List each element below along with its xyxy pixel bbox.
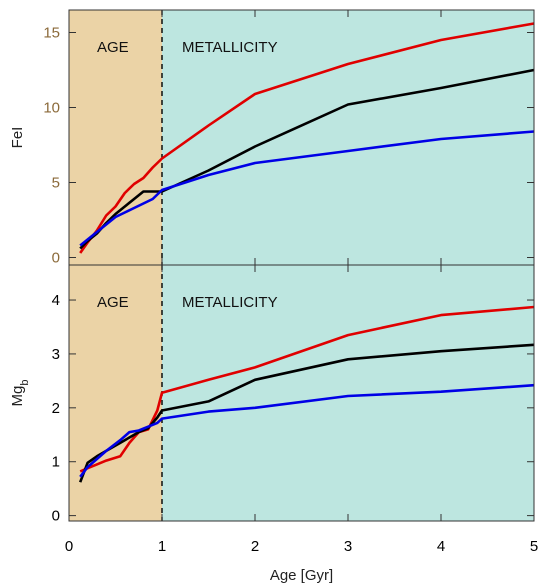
series-line-blue — [79, 383, 535, 478]
x-tick-label: 3 — [344, 538, 352, 555]
x-tick-label: 2 — [251, 538, 259, 555]
x-tick-label: 4 — [437, 538, 445, 555]
region-age-label: AGE — [97, 39, 129, 56]
region-age-band — [69, 265, 162, 521]
feI-panel: AGE METALLICITY 0 5 10 15 FeI — [9, 9, 535, 267]
y-axis-title-mgb: Mgb — [9, 380, 31, 407]
y-axis-title-fei: FeI — [9, 127, 26, 149]
series-line-blue — [79, 130, 535, 247]
y-axis-title-main: Mg — [9, 386, 26, 407]
shared-axis: 0 1 2 3 4 5 Age [Gyr] — [65, 538, 538, 584]
region-age-label: AGE — [97, 294, 129, 311]
x-tick-label: 5 — [530, 538, 538, 555]
x-axis-title: Age [Gyr] — [270, 567, 333, 584]
y-tick-label: 1 — [52, 454, 60, 471]
y-tick-label: 15 — [43, 25, 60, 42]
region-age-band — [69, 10, 162, 265]
region-metallicity-label: METALLICITY — [182, 39, 278, 56]
y-axis-title-subscript: b — [19, 380, 31, 386]
series-line-red — [79, 22, 535, 254]
y-tick-label: 0 — [52, 250, 60, 267]
y-tick-label: 4 — [52, 292, 60, 309]
x-tick-label: 1 — [158, 538, 166, 555]
y-tick-label: 5 — [52, 175, 60, 192]
y-tick-label: 2 — [52, 400, 60, 417]
x-tick-label: 0 — [65, 538, 73, 555]
y-tick-label: 3 — [52, 346, 60, 363]
region-metallicity-label: METALLICITY — [182, 294, 278, 311]
mgb-panel: AGE METALLICITY 0 1 2 3 4 Mgb — [9, 264, 535, 525]
plot-frame — [68, 264, 535, 522]
y-tick-label: 0 — [52, 508, 60, 525]
y-tick-label: 10 — [43, 100, 60, 117]
series-line-black — [78, 343, 535, 483]
